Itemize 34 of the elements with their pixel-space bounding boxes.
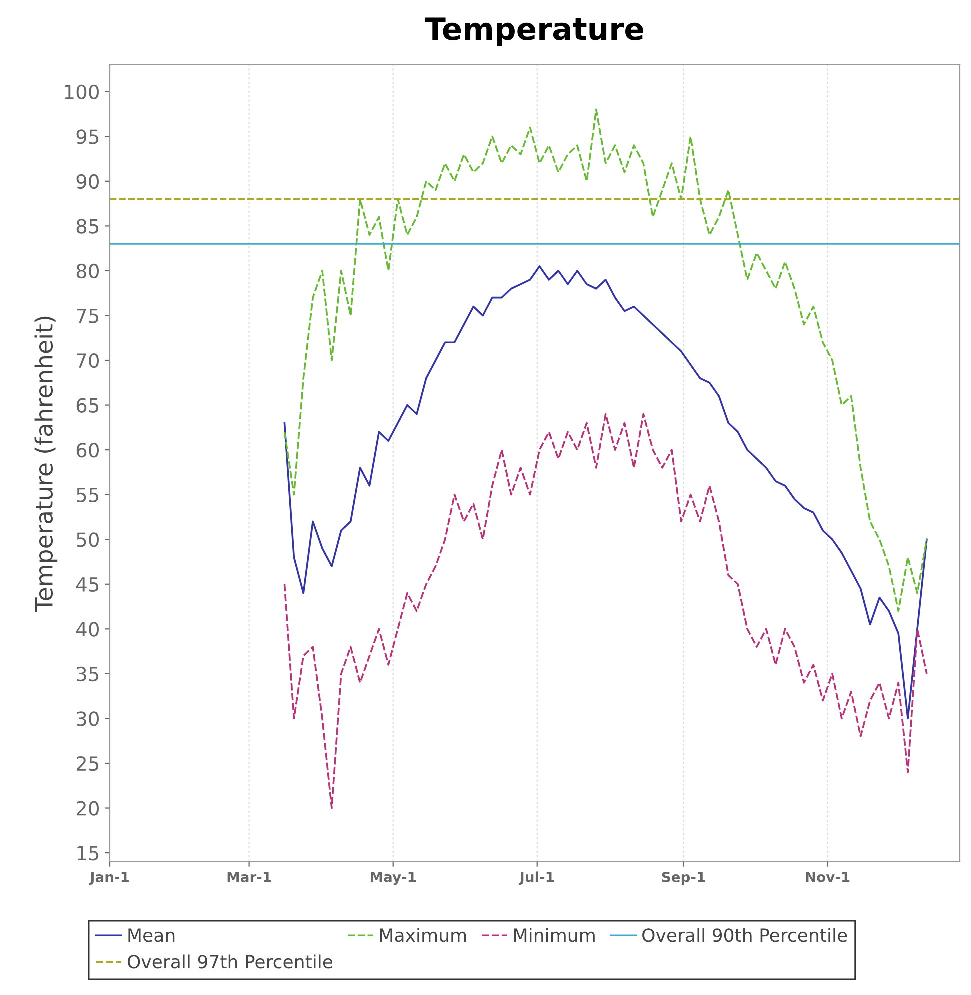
legend-label: Overall 97th Percentile: [128, 954, 333, 969]
x-tick-label: Jul-1: [518, 872, 554, 886]
y-tick-label: 25: [76, 756, 99, 772]
line-series: [284, 413, 928, 810]
line-series: [284, 108, 928, 612]
y-tick-label: 95: [76, 130, 99, 144]
y-tick-label: 60: [76, 443, 99, 458]
y-tick-label: 50: [77, 532, 99, 548]
chart-title: Temperature: [425, 18, 644, 46]
y-tick-label: 30: [77, 712, 99, 726]
y-tick-label: 75: [77, 308, 99, 324]
y-tick-label: 20: [76, 801, 99, 816]
y-tick-label: 80: [76, 264, 99, 279]
y-tick-label: 40: [76, 622, 99, 637]
legend-label: Minimum: [514, 928, 595, 942]
legend-label: Overall 90th Percentile: [642, 928, 848, 942]
x-tick-label: Jan-1: [89, 872, 129, 886]
y-tick-label: 65: [76, 398, 99, 413]
x-tick-label: Nov-1: [806, 872, 850, 882]
legend-label: Mean: [128, 928, 175, 942]
y-tick-label: 55: [77, 488, 99, 503]
legend-label: Maximum: [380, 928, 466, 942]
y-tick-label: 70: [77, 353, 99, 368]
y-tick-label: 15: [78, 846, 99, 861]
x-tick-label: Sep-1: [662, 872, 706, 886]
y-tick-label: 35: [77, 666, 99, 682]
x-tick-label: Mar-1: [228, 872, 272, 882]
y-tick-label: 90: [76, 174, 99, 190]
y-tick-label: 85: [76, 219, 99, 234]
x-tick-label: May-1: [370, 872, 416, 886]
line-series: [284, 266, 928, 720]
y-axis-title: Temperature (fahrenheit): [34, 316, 58, 612]
y-tick-label: 45: [76, 578, 99, 592]
y-tick-label: 100: [65, 84, 99, 100]
